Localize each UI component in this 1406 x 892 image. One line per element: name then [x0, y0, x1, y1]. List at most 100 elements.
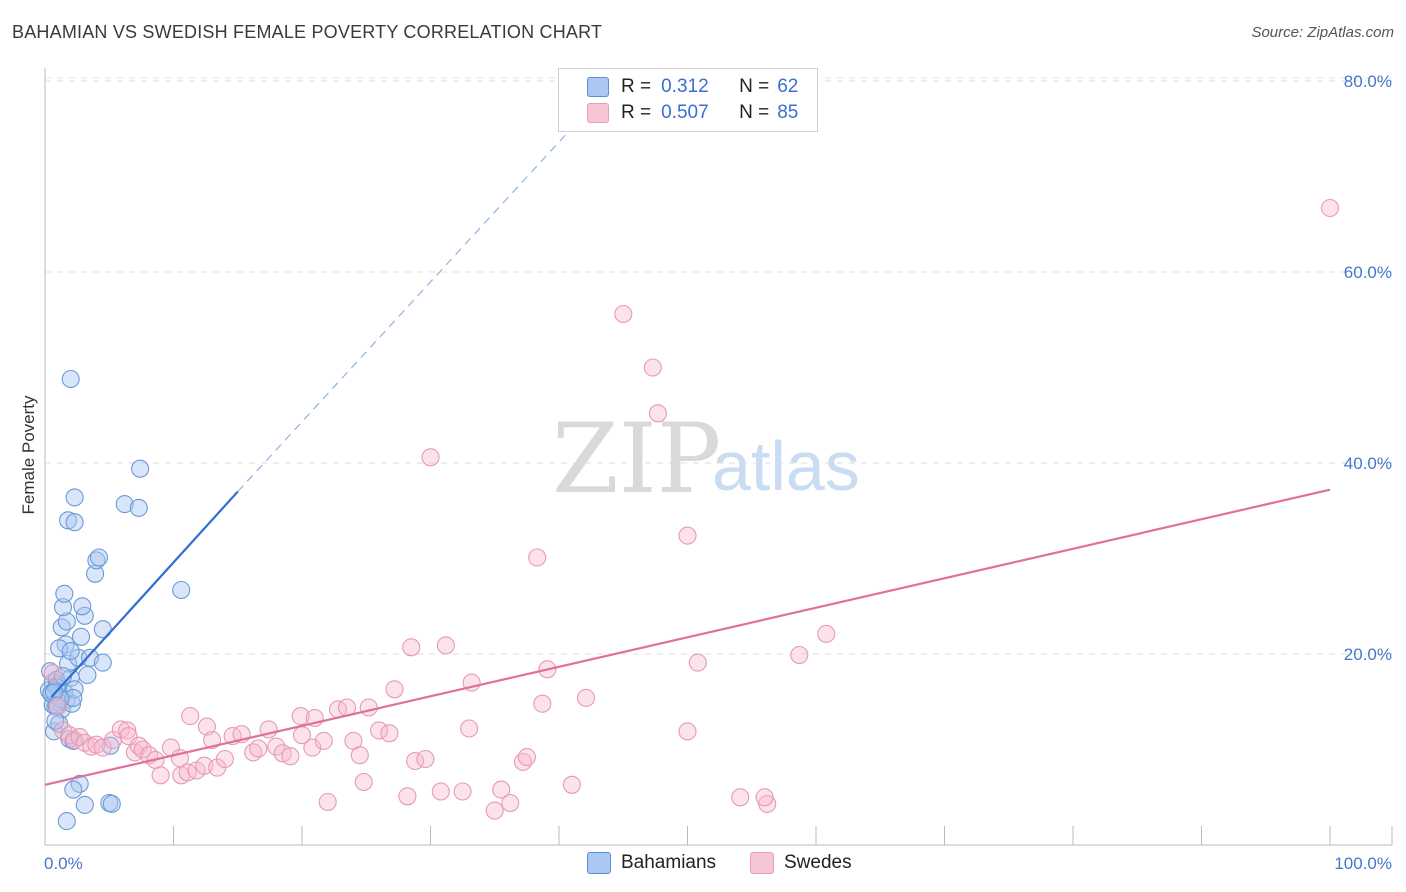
data-point-swedes	[48, 697, 67, 716]
data-point-swedes	[281, 747, 300, 766]
stats-legend: R = 0.312 N = 62 R = 0.507 N = 85	[558, 68, 818, 132]
data-point-bahamians	[57, 612, 76, 631]
data-point-bahamians	[87, 551, 106, 570]
data-point-bahamians	[71, 627, 91, 646]
data-point-swedes	[65, 730, 84, 750]
data-point-bahamians	[93, 620, 112, 639]
data-point-swedes	[93, 738, 112, 757]
data-point-swedes	[688, 653, 707, 672]
data-point-bahamians	[172, 580, 191, 600]
data-point-bahamians	[61, 369, 80, 389]
series-swatch-swedes	[750, 852, 774, 874]
data-point-swedes	[643, 358, 662, 377]
data-point-swedes	[398, 787, 417, 806]
data-point-bahamians	[47, 678, 66, 697]
data-point-swedes	[43, 664, 62, 683]
series-legend-bahamians: Bahamians	[587, 852, 716, 874]
data-point-swedes	[385, 680, 404, 699]
data-point-bahamians	[115, 495, 134, 514]
legend-n-value: 85	[777, 102, 799, 123]
series-name-swedes: Swedes	[784, 852, 852, 873]
data-point-bahamians	[47, 696, 66, 715]
data-point-bahamians	[64, 780, 83, 799]
data-point-swedes	[380, 724, 399, 743]
data-point-bahamians	[65, 513, 84, 532]
y-tick-label: 60.0%	[1344, 263, 1392, 282]
data-point-bahamians	[93, 653, 112, 672]
legend-r-label: R =	[621, 76, 652, 97]
data-point-swedes	[118, 721, 137, 740]
series-legend: Bahamians Swedes	[0, 852, 1406, 878]
legend-n-value: 62	[777, 76, 799, 97]
data-point-swedes	[562, 775, 581, 794]
data-point-swedes	[431, 782, 450, 801]
data-point-bahamians	[53, 598, 73, 617]
gridlines	[45, 77, 1392, 655]
data-point-swedes	[731, 788, 750, 807]
trend-lines	[44, 99, 1331, 786]
legend-r-value: 0.312	[661, 76, 709, 97]
data-point-bahamians	[65, 488, 84, 507]
data-point-swedes	[151, 766, 170, 785]
trend-line-bahamians	[50, 490, 239, 698]
y-tick-label: 80.0%	[1344, 72, 1392, 91]
data-point-swedes	[533, 694, 552, 713]
legend-swatch-bahamians	[587, 77, 609, 97]
data-point-bahamians	[78, 665, 97, 685]
data-point-swedes	[303, 738, 322, 757]
data-point-swedes	[576, 688, 596, 707]
data-point-bahamians	[59, 511, 78, 530]
data-point-bahamians	[55, 584, 74, 603]
data-point-bahamians	[64, 688, 83, 707]
data-point-swedes	[215, 749, 234, 769]
data-point-swedes	[291, 707, 310, 726]
chart-title: BAHAMIAN VS SWEDISH FEMALE POVERTY CORRE…	[12, 22, 603, 42]
y-tick-label: 40.0%	[1344, 454, 1392, 473]
data-point-bahamians	[75, 795, 94, 814]
series-swatch-bahamians	[587, 852, 611, 874]
legend-r-label: R =	[621, 102, 652, 123]
data-point-swedes	[318, 792, 337, 812]
data-point-swedes	[197, 717, 216, 736]
x-tick-label: 0.0%	[44, 854, 83, 873]
watermark-zip: ZIP	[552, 403, 721, 515]
data-point-swedes	[648, 404, 667, 423]
trend-line-swedes	[44, 488, 1331, 786]
watermark: ZIP atlas	[552, 403, 860, 515]
series-name-bahamians: Bahamians	[621, 852, 717, 873]
watermark-atlas: atlas	[712, 427, 860, 505]
data-point-swedes	[402, 638, 421, 657]
data-point-swedes	[460, 719, 479, 738]
data-point-bahamians	[131, 459, 150, 478]
data-point-swedes	[528, 548, 547, 567]
data-point-swedes	[421, 448, 440, 467]
data-point-swedes	[755, 788, 774, 807]
tick-labels: 20.0% 40.0% 60.0% 80.0% 0.0% 100.0%	[44, 72, 1392, 873]
data-point-bahamians	[57, 812, 76, 831]
data-point-swedes	[614, 304, 633, 324]
data-point-bahamians	[52, 618, 71, 637]
data-point-swedes	[249, 739, 268, 758]
data-point-swedes	[436, 636, 455, 655]
data-point-swedes	[678, 722, 697, 741]
legend-swatch-swedes	[587, 103, 609, 123]
data-point-swedes	[111, 720, 130, 739]
y-axis-label: Female Poverty	[19, 395, 38, 515]
data-point-swedes	[178, 763, 197, 782]
series-legend-swedes: Swedes	[750, 852, 852, 874]
data-point-bahamians	[62, 694, 82, 713]
data-point-bahamians	[50, 639, 69, 658]
data-point-swedes	[492, 780, 511, 799]
axes	[44, 68, 1393, 846]
data-point-swedes	[678, 526, 697, 545]
legend-row-swedes: R = 0.507 N = 85	[559, 100, 798, 126]
data-point-swedes	[359, 698, 378, 717]
data-point-swedes	[517, 748, 536, 767]
data-point-bahamians	[61, 642, 80, 661]
legend-n-label: N =	[739, 102, 770, 123]
data-point-swedes	[453, 782, 472, 801]
data-point-bahamians	[102, 794, 121, 813]
data-point-swedes	[501, 793, 520, 813]
legend-row-bahamians: R = 0.312 N = 62	[559, 74, 798, 100]
